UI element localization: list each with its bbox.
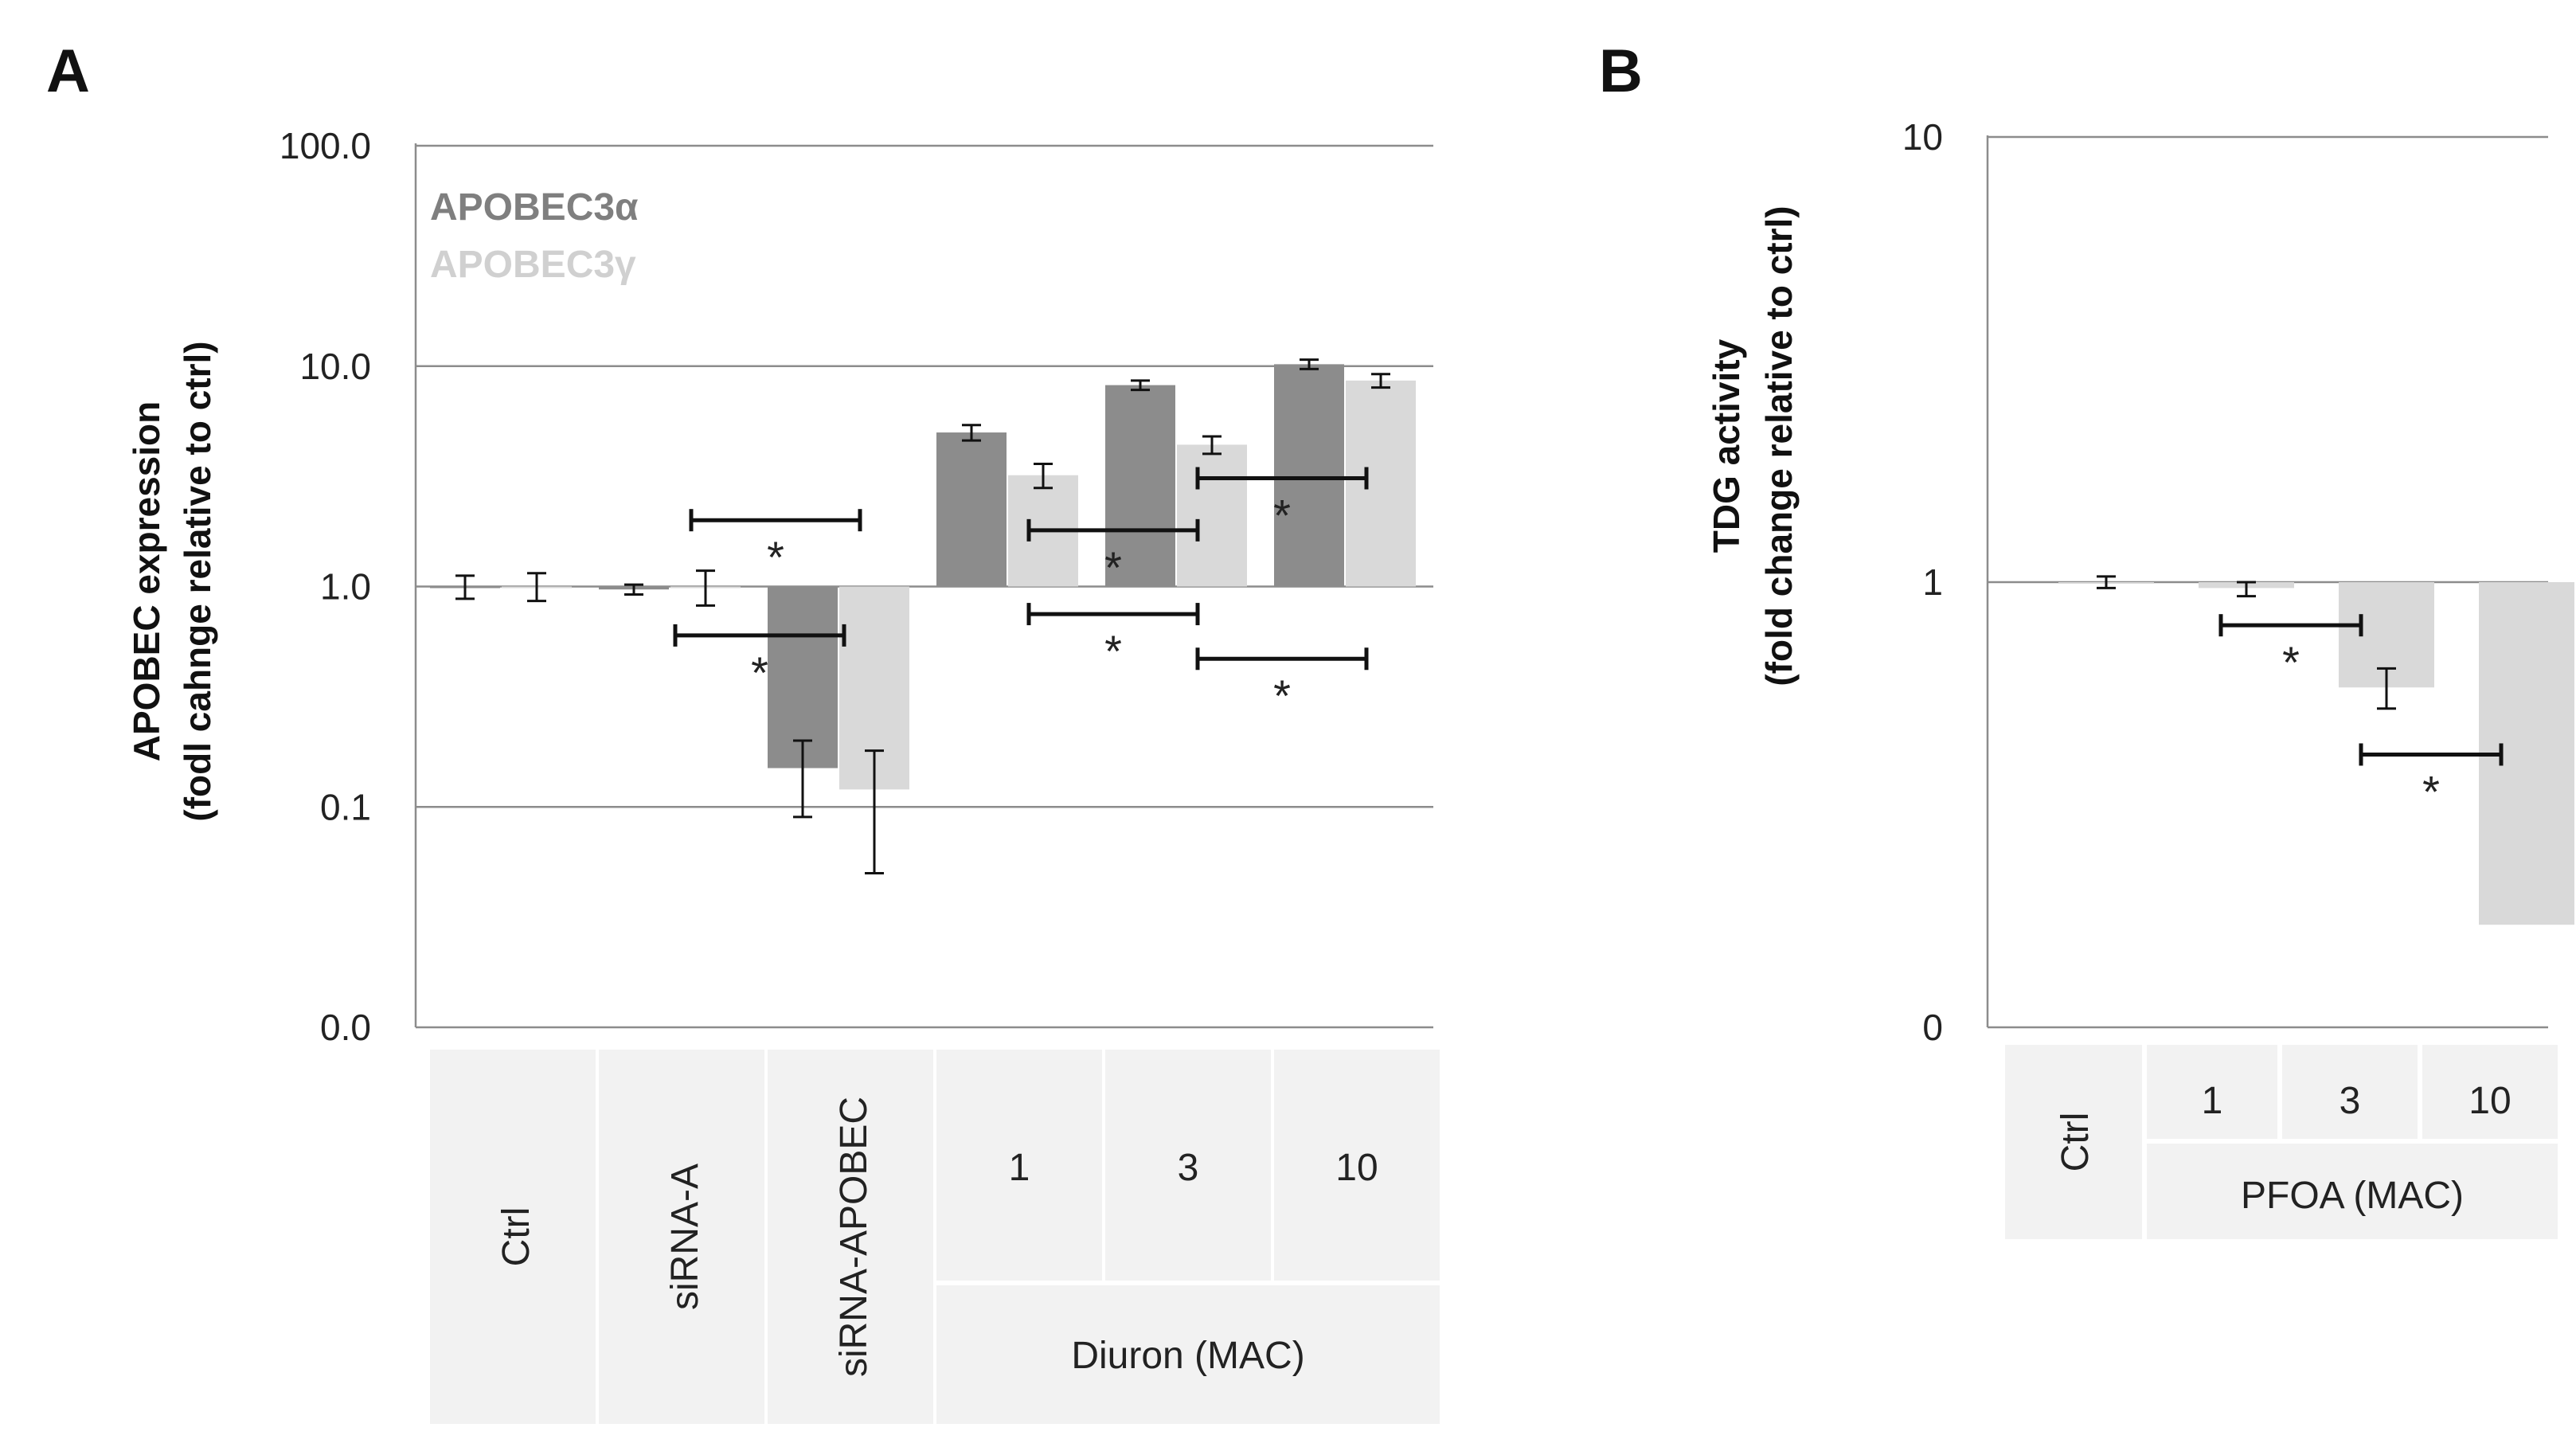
error-bar [1131, 379, 1150, 392]
significance-bracket: * [673, 624, 846, 698]
error-bar [1300, 358, 1319, 370]
category-label-pfoa-1: 1 [2202, 1080, 2223, 1122]
bar [1105, 385, 1175, 587]
cell-pfoa-1 [2147, 1045, 2277, 1139]
panel-b-error-bars [2097, 575, 2396, 710]
bar [936, 432, 1007, 587]
error-bar [1371, 373, 1390, 389]
error-bar [1202, 435, 1222, 456]
panel-a-legend: APOBEC3α APOBEC3γ [430, 186, 639, 286]
error-bar [865, 749, 884, 875]
cell-diuron-10 [1274, 1050, 1440, 1281]
panel-b-category-table: Ctrl 1 3 10 PFOA (MAC) [2005, 1045, 2558, 1239]
category-label-diuron-1: 1 [1009, 1147, 1030, 1189]
y-tick-label: 1.0 [320, 566, 371, 608]
cell-pfoa-3 [2282, 1045, 2418, 1139]
y-tick-label: 10.0 [299, 346, 371, 387]
significance-star: * [767, 532, 784, 582]
panel-b-y-label-line2: (fold change relative to ctrl) [1758, 205, 1800, 686]
legend-apobec3g: APOBEC3γ [430, 244, 636, 286]
category-label-diuron-3: 3 [1178, 1147, 1199, 1189]
error-bar [455, 574, 475, 600]
panel-b-letter: B [1599, 37, 1643, 105]
significance-bracket: * [2218, 614, 2363, 687]
significance-bracket: * [1026, 603, 1200, 676]
panel-b-y-label-line1: TDG activity [1706, 338, 1747, 553]
cell-diuron-group [936, 1285, 1440, 1424]
significance-star: * [2422, 766, 2440, 816]
significance-bracket: * [1026, 518, 1200, 592]
significance-star: * [2282, 637, 2300, 687]
significance-star: * [1104, 626, 1122, 676]
category-label-ctrl-b: Ctrl [2054, 1113, 2097, 1172]
error-bar [2237, 581, 2256, 598]
category-label-pfoa-3: 3 [2340, 1080, 2361, 1122]
y-tick-label: 0.0 [320, 1007, 371, 1048]
panel-a-y-label-line1: APOBEC expression [126, 401, 167, 761]
y-tick-label: 0.1 [320, 786, 371, 827]
category-label-sirna-a: siRNA-A [664, 1163, 706, 1310]
significance-star: * [1273, 491, 1291, 541]
significance-bracket: * [1195, 647, 1369, 721]
error-bar [962, 424, 981, 442]
error-bar [696, 569, 715, 607]
error-bar [793, 739, 812, 819]
panel-a: A APOBEC expression (fodl cahnge relativ… [46, 37, 1440, 1424]
error-bar [624, 583, 643, 596]
cell-ctrl-b [2005, 1045, 2142, 1239]
cell-sirna-a [599, 1050, 764, 1424]
significance-star: * [1273, 671, 1291, 721]
bar [1274, 364, 1344, 587]
panel-a-y-axis-label: APOBEC expression (fodl cahnge relative … [126, 341, 218, 821]
panel-a-category-table: Ctrl siRNA-A siRNA-APOBEC 1 3 10 Diuron … [430, 1050, 1440, 1424]
bar [1177, 444, 1247, 587]
error-bar [2097, 575, 2116, 589]
error-bar [2377, 667, 2396, 710]
category-label-ctrl: Ctrl [495, 1207, 537, 1267]
significance-bracket: * [2359, 743, 2504, 816]
y-tick-label: 100.0 [279, 125, 371, 166]
panel-a-y-label-line2: (fodl cahnge relative to ctrl) [177, 341, 218, 821]
group-label-diuron: Diuron (MAC) [1071, 1335, 1304, 1377]
error-bar [1034, 463, 1053, 490]
cell-pfoa-group [2147, 1144, 2558, 1239]
cell-pfoa-10 [2422, 1045, 2558, 1139]
category-label-diuron-10: 10 [1335, 1147, 1378, 1189]
bar [768, 586, 838, 768]
panel-a-letter: A [46, 37, 90, 105]
panel-a-bars [430, 364, 1416, 790]
category-label-pfoa-10: 10 [2469, 1080, 2511, 1122]
significance-star: * [1104, 542, 1122, 592]
legend-apobec3a: APOBEC3α [430, 186, 639, 229]
bar [1346, 380, 1416, 587]
panel-a-error-bars [455, 358, 1390, 875]
panel-b: B TDG activity (fold change relative to … [1599, 37, 2574, 1239]
cell-sirna-apobec [768, 1050, 933, 1424]
significance-bracket: * [689, 509, 862, 582]
y-tick-label: 0 [1922, 1007, 1943, 1048]
panel-b-significance: ** [2218, 614, 2504, 816]
panel-a-significance: * * * * * * [673, 467, 1369, 721]
panel-a-y-tick-labels: 100.0 10.0 1.0 0.1 0.0 [279, 125, 371, 1048]
error-bar [527, 572, 546, 603]
group-label-pfoa: PFOA (MAC) [2241, 1175, 2464, 1217]
panel-a-gridlines [416, 144, 1433, 808]
panel-b-gridlines [1988, 135, 2548, 584]
y-tick-label: 10 [1902, 116, 1943, 158]
category-label-sirna-apobec: siRNA-APOBEC [833, 1097, 875, 1377]
cell-diuron-1 [936, 1050, 1102, 1281]
significance-bracket: * [1195, 467, 1369, 541]
panel-b-y-axis-label: TDG activity (fold change relative to ct… [1706, 205, 1800, 686]
y-tick-label: 1 [1922, 561, 1943, 603]
cell-ctrl [430, 1050, 596, 1424]
cell-diuron-3 [1105, 1050, 1271, 1281]
significance-star: * [751, 647, 768, 698]
